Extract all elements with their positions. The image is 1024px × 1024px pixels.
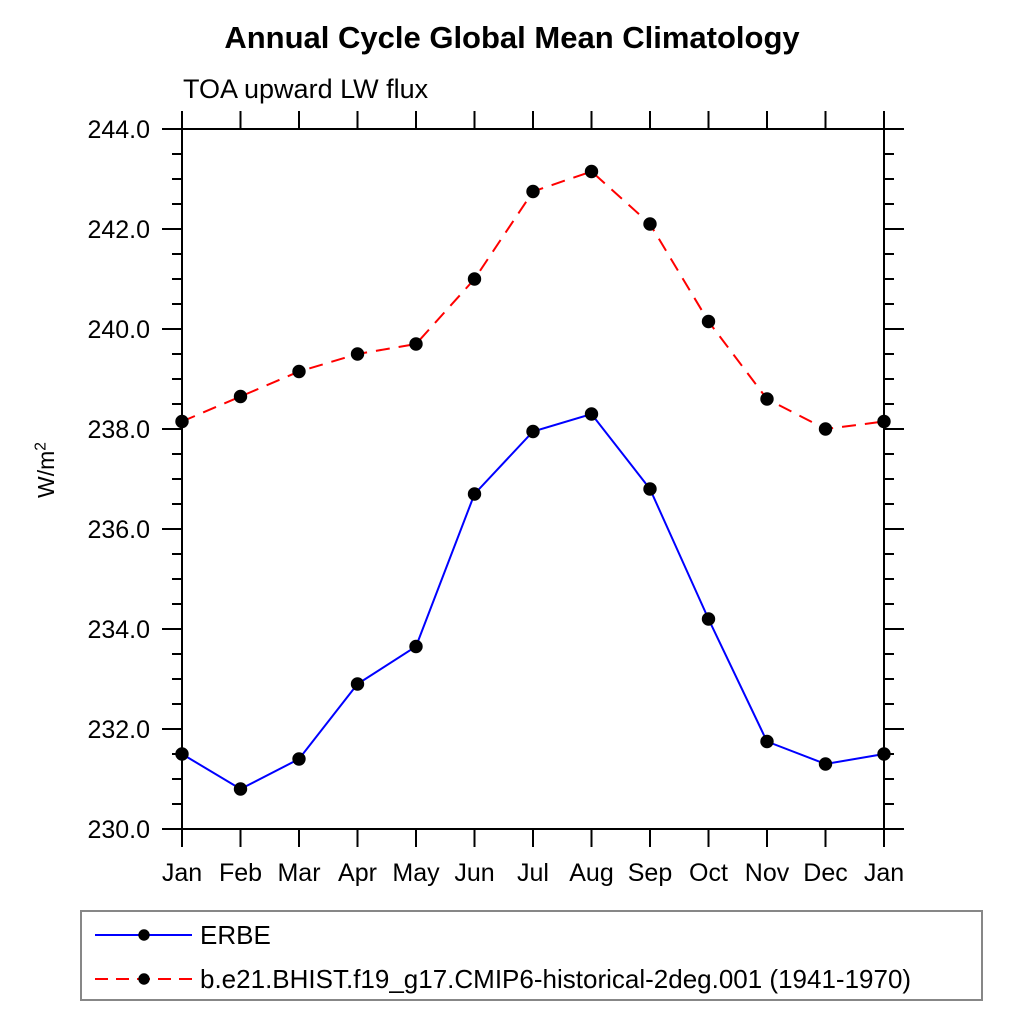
data-point-marker <box>233 782 248 796</box>
legend-item-erbe: ERBE <box>88 919 271 950</box>
data-point-marker <box>175 747 189 761</box>
data-point-marker <box>584 164 599 179</box>
data-point-marker <box>643 482 657 496</box>
data-point-marker <box>467 272 482 286</box>
x-tick-label: Jun <box>454 859 494 887</box>
x-tick-label: Apr <box>338 859 377 887</box>
y-tick-label: 236.0 <box>87 516 150 544</box>
x-tick-label: Jul <box>517 859 549 887</box>
data-point-marker <box>760 392 774 406</box>
data-point-marker <box>818 757 833 771</box>
legend-sample-marker-icon <box>138 929 150 941</box>
y-tick-label: 234.0 <box>87 616 150 644</box>
data-point-marker <box>233 389 248 404</box>
data-point-marker <box>877 414 891 429</box>
data-point-marker <box>701 314 716 329</box>
series-line-0 <box>181 412 885 791</box>
data-point-marker <box>292 752 306 766</box>
data-point-marker <box>760 734 774 749</box>
data-point-marker <box>409 337 423 351</box>
x-tick-label: Jan <box>864 859 904 887</box>
legend: ERBE b.e21.BHIST.f19_g17.CMIP6-historica… <box>80 910 983 1001</box>
y-tick-label: 232.0 <box>87 716 150 744</box>
data-point-marker <box>175 414 189 429</box>
x-tick-label: Feb <box>219 859 262 887</box>
data-point-marker <box>526 424 540 439</box>
x-tick-label: Sep <box>628 859 672 887</box>
x-tick-label: Nov <box>745 859 790 887</box>
y-tick-label: 240.0 <box>87 316 150 344</box>
data-point-marker <box>292 364 306 379</box>
data-point-marker <box>526 184 540 199</box>
x-tick-label: May <box>392 859 440 887</box>
data-point-marker <box>350 677 365 691</box>
y-tick-label: 238.0 <box>87 416 150 444</box>
chart-subtitle: TOA upward LW flux <box>183 74 429 104</box>
legend-line-sample-erbe <box>95 929 192 941</box>
data-point-marker <box>818 422 833 436</box>
legend-label-model: b.e21.BHIST.f19_g17.CMIP6-historical-2de… <box>200 963 912 994</box>
x-tick-label: Mar <box>277 859 320 887</box>
data-point-marker <box>467 487 482 501</box>
x-tick-label: Dec <box>803 859 847 887</box>
plot-border <box>181 128 885 830</box>
data-point-marker <box>877 747 891 761</box>
data-point-marker <box>701 612 716 626</box>
data-point-marker <box>350 347 365 361</box>
y-tick-label: 242.0 <box>87 216 150 244</box>
legend-sample-marker-icon <box>138 973 150 985</box>
legend-item-model: b.e21.BHIST.f19_g17.CMIP6-historical-2de… <box>88 963 912 994</box>
data-point-marker <box>409 639 423 654</box>
legend-line-sample-model <box>95 973 192 985</box>
series-line-1 <box>181 170 885 431</box>
y-tick-label: 230.0 <box>87 816 150 844</box>
y-tick-label: 244.0 <box>87 116 150 144</box>
legend-label-erbe: ERBE <box>200 919 271 950</box>
x-tick-label: Jan <box>162 859 202 887</box>
x-tick-label: Aug <box>569 859 613 887</box>
data-point-marker <box>643 217 657 231</box>
chart-title: Annual Cycle Global Mean Climatology <box>224 20 800 55</box>
data-point-marker <box>584 407 599 421</box>
x-tick-label: Oct <box>689 859 728 887</box>
